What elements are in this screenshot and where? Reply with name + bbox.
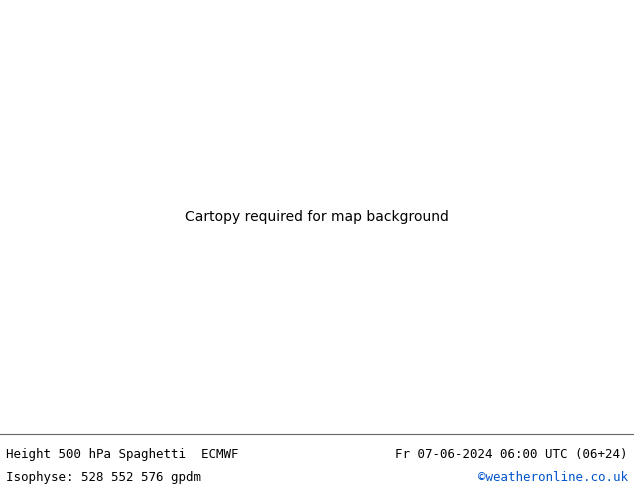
Text: Fr 07-06-2024 06:00 UTC (06+24): Fr 07-06-2024 06:00 UTC (06+24) (395, 448, 628, 461)
Text: Cartopy required for map background: Cartopy required for map background (185, 210, 449, 224)
Text: ©weatheronline.co.uk: ©weatheronline.co.uk (477, 471, 628, 484)
Text: Height 500 hPa Spaghetti  ECMWF: Height 500 hPa Spaghetti ECMWF (6, 448, 239, 461)
Text: Isophyse: 528 552 576 gpdm: Isophyse: 528 552 576 gpdm (6, 471, 202, 484)
